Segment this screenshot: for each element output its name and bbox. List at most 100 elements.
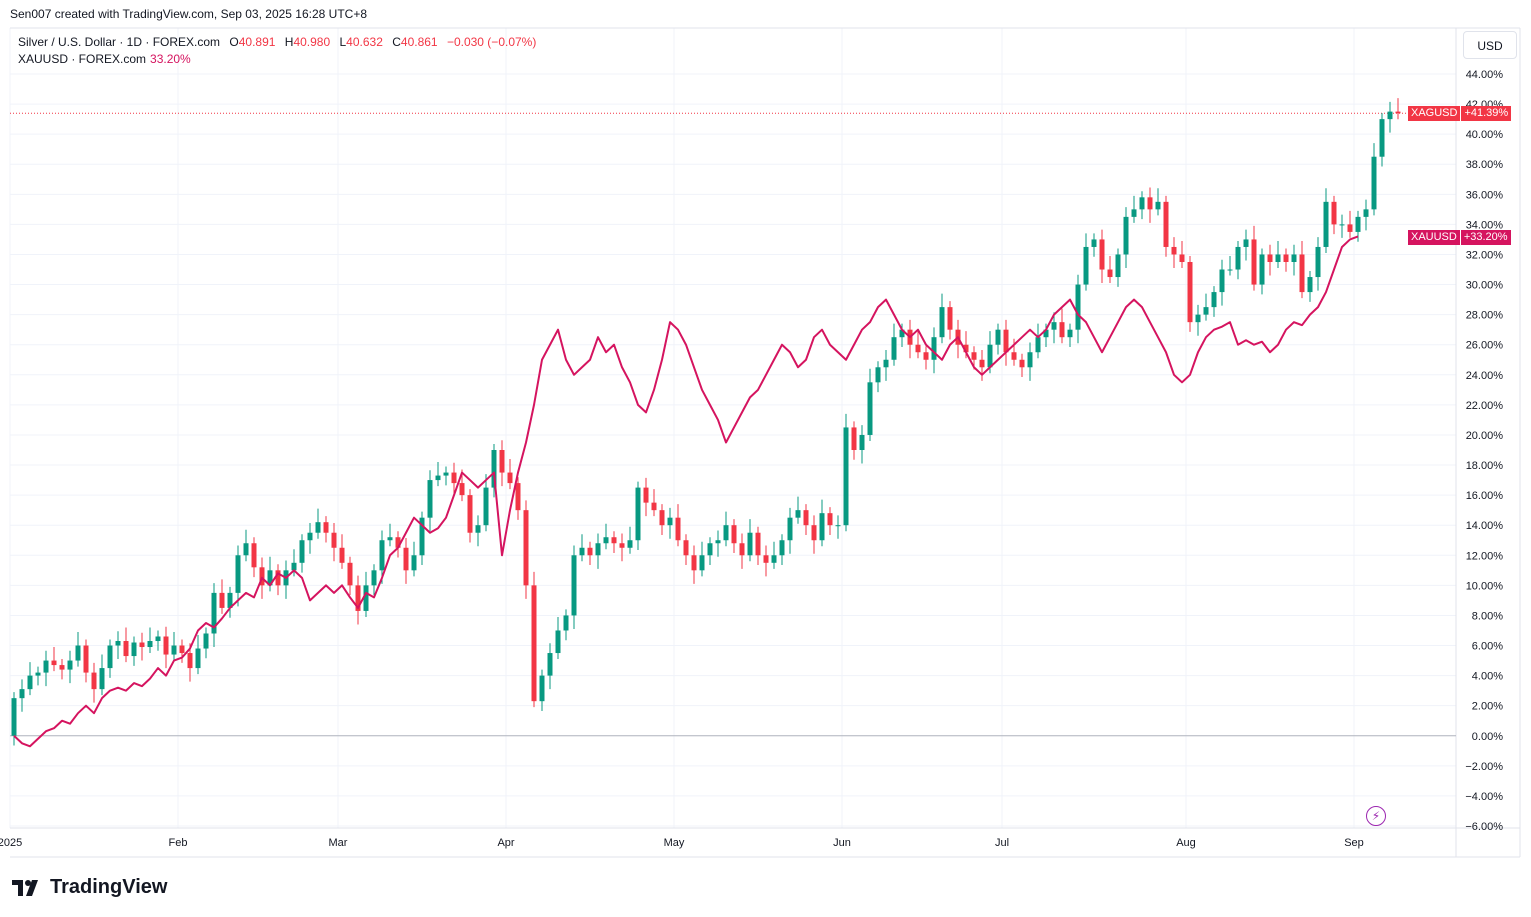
candle-body xyxy=(251,543,257,568)
candle xyxy=(1019,353,1025,378)
candle xyxy=(659,504,665,535)
candle xyxy=(1331,195,1337,235)
candle-body xyxy=(219,592,225,608)
candle xyxy=(859,425,865,464)
y-tick-label: 2.00% xyxy=(1472,701,1503,713)
candle-body xyxy=(1003,329,1009,353)
candle xyxy=(803,504,809,535)
candle-body xyxy=(387,537,393,541)
candle xyxy=(755,526,761,566)
candle xyxy=(1179,240,1185,269)
candle xyxy=(1267,244,1273,276)
candle xyxy=(707,537,713,566)
candle-body xyxy=(819,513,825,541)
candle xyxy=(603,523,609,550)
candle xyxy=(1315,237,1321,291)
candle xyxy=(435,462,441,487)
candle xyxy=(899,323,905,347)
candle-body xyxy=(1107,269,1113,278)
y-tick-label: 38.00% xyxy=(1466,159,1504,171)
candle-body xyxy=(443,472,449,476)
candle-body xyxy=(1371,156,1377,210)
candle-body xyxy=(1307,277,1313,293)
candle-body xyxy=(739,543,745,556)
main-series-legend[interactable]: Silver / U.S. Dollar · 1D · FOREX.com O4… xyxy=(18,35,536,49)
candle xyxy=(675,504,681,547)
candle xyxy=(643,477,649,517)
candle-body xyxy=(267,570,273,586)
xagusd-price-tag: XAGUSD +41.39% xyxy=(1408,106,1512,121)
candle-body xyxy=(139,642,145,648)
tradingview-logo[interactable]: TradingView xyxy=(12,876,167,899)
currency-button[interactable]: USD xyxy=(1463,31,1517,59)
candle-body xyxy=(1219,269,1225,293)
candle xyxy=(1251,225,1257,291)
candle-body xyxy=(1243,239,1249,247)
candle xyxy=(1171,237,1177,269)
candle xyxy=(443,466,449,486)
candle-body xyxy=(771,555,777,563)
candle-body xyxy=(403,547,409,571)
candle-body xyxy=(1251,239,1257,285)
candle-body xyxy=(883,359,889,368)
candle xyxy=(851,421,857,460)
candle xyxy=(539,669,545,711)
y-tick-label: 36.00% xyxy=(1466,189,1504,201)
candle xyxy=(1107,255,1113,284)
candle xyxy=(723,511,729,547)
candle-body xyxy=(1163,201,1169,247)
x-tick-label: Feb xyxy=(169,837,188,849)
candle-body xyxy=(1387,111,1393,120)
change-value: −0.030 (−0.07%) xyxy=(446,35,537,49)
candle xyxy=(283,560,289,599)
candle xyxy=(1323,188,1329,253)
candle xyxy=(587,541,593,566)
candle xyxy=(1051,312,1057,344)
candle xyxy=(339,534,345,569)
candle-body xyxy=(571,555,577,616)
y-tick-label: 24.00% xyxy=(1466,370,1504,382)
candle xyxy=(371,564,377,596)
candle-body xyxy=(411,555,417,571)
candle xyxy=(867,368,873,441)
candle xyxy=(811,515,817,554)
candle xyxy=(331,522,337,562)
candle xyxy=(139,632,145,661)
candle-body xyxy=(1291,254,1297,262)
x-tick-label: May xyxy=(664,837,685,849)
candle xyxy=(19,679,25,712)
candle xyxy=(43,650,49,687)
candle xyxy=(67,650,73,684)
candle-body xyxy=(163,636,169,655)
candle xyxy=(939,293,945,344)
x-tick-label: 2025 xyxy=(0,837,22,849)
candle xyxy=(531,571,537,708)
candle-body xyxy=(243,543,249,556)
candle xyxy=(395,531,401,558)
high-value: 40.980 xyxy=(293,35,331,49)
candle-body xyxy=(459,483,465,496)
bolt-icon[interactable]: ⚡ xyxy=(1366,806,1386,826)
candle-body xyxy=(395,537,401,548)
candle-body xyxy=(235,555,241,593)
candle-body xyxy=(123,641,129,657)
candle-body xyxy=(643,487,649,503)
candle-body xyxy=(859,434,865,450)
candle-body xyxy=(915,344,921,353)
candle-body xyxy=(179,645,185,654)
candle-body xyxy=(1179,254,1185,262)
candle-body xyxy=(1019,359,1025,368)
candle-body xyxy=(75,645,81,661)
candle-body xyxy=(923,352,929,360)
candle xyxy=(787,507,793,554)
candle-body xyxy=(787,517,793,541)
y-tick-label: 32.00% xyxy=(1466,249,1504,261)
candle-body xyxy=(851,427,857,450)
candle xyxy=(27,662,33,696)
compare-series-legend[interactable]: XAUUSD · FOREX.com 33.20% xyxy=(18,52,191,66)
candle xyxy=(875,361,881,393)
candle-body xyxy=(1083,246,1089,285)
candle xyxy=(1211,286,1217,317)
close-label: C xyxy=(392,35,401,49)
